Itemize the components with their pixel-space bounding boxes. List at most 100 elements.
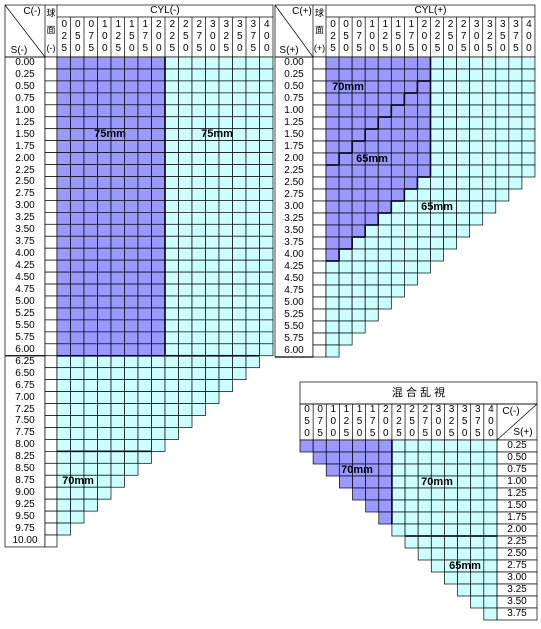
cell [205, 140, 220, 153]
column-label: 050 [72, 19, 84, 55]
row-label: 0.75 [507, 464, 527, 475]
cell [110, 164, 125, 177]
cell [164, 200, 179, 213]
sphere-cell [312, 212, 327, 226]
cell [178, 307, 193, 321]
column-label: 225 [393, 404, 405, 440]
cell [178, 164, 193, 177]
row-label: 7.00 [15, 391, 35, 403]
column-label: 350 [234, 19, 246, 55]
cell [205, 391, 220, 404]
cell [495, 140, 510, 154]
cell [97, 176, 112, 189]
cell [232, 188, 247, 201]
cell [245, 271, 260, 285]
cell [110, 355, 125, 369]
cell [110, 319, 125, 333]
cell [164, 319, 179, 333]
cell [56, 415, 71, 428]
row-label: 4.25 [15, 260, 35, 272]
sphere-cell [44, 415, 58, 428]
cell [404, 140, 418, 154]
row-label: 2.50 [507, 548, 527, 559]
cell [430, 236, 444, 250]
row-label: 10.00 [12, 534, 38, 546]
cell [151, 367, 166, 381]
cell [351, 68, 366, 82]
cell [404, 523, 419, 537]
cell [164, 307, 179, 321]
region-label: 65mm [449, 559, 481, 572]
cell [457, 571, 472, 585]
cell [430, 80, 444, 94]
cell [430, 248, 444, 262]
cell [178, 80, 193, 94]
cell [97, 116, 112, 130]
cell [110, 391, 125, 404]
cell [124, 439, 139, 452]
cell [83, 427, 98, 440]
cell [338, 248, 353, 262]
cell [325, 152, 340, 166]
cell [338, 152, 353, 166]
cell [390, 236, 405, 250]
cell [110, 212, 125, 225]
cell [378, 463, 393, 477]
cell [430, 164, 444, 178]
cell [417, 236, 431, 250]
row-label: 6.75 [15, 379, 35, 391]
cell [97, 295, 112, 309]
sphere-cell [44, 92, 58, 106]
cell [430, 487, 445, 501]
cell [457, 451, 472, 465]
column-label: 025 [327, 19, 339, 55]
cell [218, 200, 233, 213]
cell [110, 462, 125, 476]
cell [508, 68, 523, 82]
cell [218, 68, 233, 82]
cell [110, 223, 125, 237]
cell [83, 235, 98, 249]
cell [56, 212, 71, 225]
cell [338, 200, 353, 214]
cell [205, 212, 220, 225]
cell [124, 223, 139, 237]
sphere-cell [44, 522, 58, 536]
row-label: 3.75 [15, 236, 35, 248]
cell [482, 128, 497, 142]
cell [391, 439, 406, 453]
cell [218, 104, 233, 118]
cell [205, 200, 220, 213]
sphere-cell [44, 212, 58, 225]
cell [390, 104, 405, 118]
cell [218, 367, 233, 381]
cell [56, 80, 71, 94]
cell [151, 68, 166, 82]
cell [469, 188, 484, 202]
row-label: 8.75 [15, 475, 35, 487]
row-label: 0.50 [15, 80, 35, 92]
sphere-cell [44, 331, 58, 345]
cell [245, 176, 260, 189]
cell [259, 92, 274, 106]
cell [245, 343, 260, 357]
column-label: 075 [314, 404, 326, 440]
cell [457, 511, 472, 525]
cell [417, 80, 431, 94]
cell [97, 439, 112, 452]
cell [83, 283, 98, 297]
cell [245, 140, 260, 153]
cell [325, 272, 340, 286]
sphere-cell [44, 451, 58, 464]
sphere-cell [44, 128, 58, 141]
cell [325, 200, 340, 214]
cell [352, 451, 366, 465]
cell [205, 116, 220, 130]
cell [245, 152, 260, 165]
cell [404, 164, 418, 178]
cell [232, 68, 247, 82]
cell [404, 200, 418, 214]
cell [495, 128, 510, 142]
row-label: 0.75 [15, 92, 35, 104]
cell [70, 235, 85, 249]
